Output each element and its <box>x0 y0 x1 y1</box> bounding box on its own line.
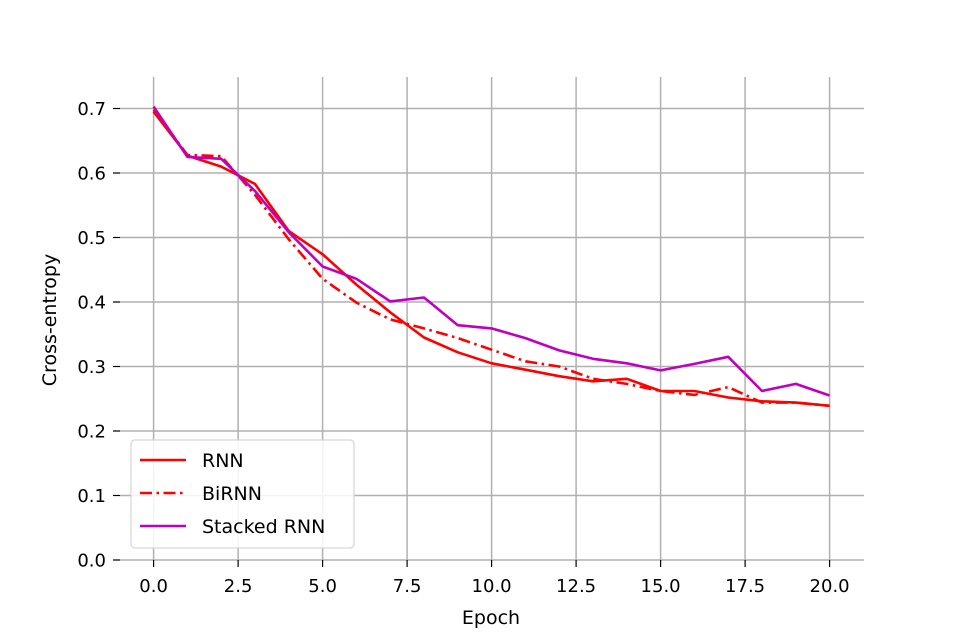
grid-lines <box>120 77 864 561</box>
x-tick-label: 17.5 <box>725 576 765 597</box>
legend: RNN BiRNN Stacked RNN <box>130 439 355 549</box>
y-tick-label: 0.2 <box>77 422 106 443</box>
y-tick-label: 0.4 <box>77 293 106 314</box>
series-line-rnn <box>152 110 830 408</box>
x-tick-label: 20.0 <box>810 576 850 597</box>
legend-label: RNN <box>202 450 244 472</box>
y-tick-label: 0.5 <box>77 228 106 249</box>
y-axis-ticks: 0.0 0.1 0.2 0.3 0.4 0.5 0.6 0.7 <box>77 99 120 572</box>
x-axis-label: Epoch <box>462 607 520 629</box>
series-line-stacked-rnn <box>152 105 831 397</box>
x-tick-label: 15.0 <box>641 576 681 597</box>
y-tick-label: 0.7 <box>77 99 106 120</box>
x-tick-label: 0.0 <box>139 576 168 597</box>
x-tick-label: 2.5 <box>224 576 253 597</box>
x-tick-label: 10.0 <box>472 576 512 597</box>
x-tick-label: 7.5 <box>393 576 422 597</box>
y-tick-label: 0.0 <box>77 551 106 572</box>
series-line-birnn <box>152 109 830 408</box>
legend-label: BiRNN <box>202 483 262 505</box>
y-tick-label: 0.3 <box>77 357 106 378</box>
y-tick-label: 0.6 <box>77 164 106 185</box>
x-axis-ticks: 0.0 2.5 5.0 7.5 10.0 12.5 15.0 17.5 20.0 <box>139 560 850 597</box>
y-tick-label: 0.1 <box>77 486 106 507</box>
series-lines <box>152 105 831 408</box>
x-tick-label: 12.5 <box>556 576 596 597</box>
y-axis-label: Cross-entropy <box>39 254 61 386</box>
legend-label: Stacked RNN <box>202 516 325 538</box>
legend-box <box>130 439 355 549</box>
x-tick-label: 5.0 <box>308 576 337 597</box>
